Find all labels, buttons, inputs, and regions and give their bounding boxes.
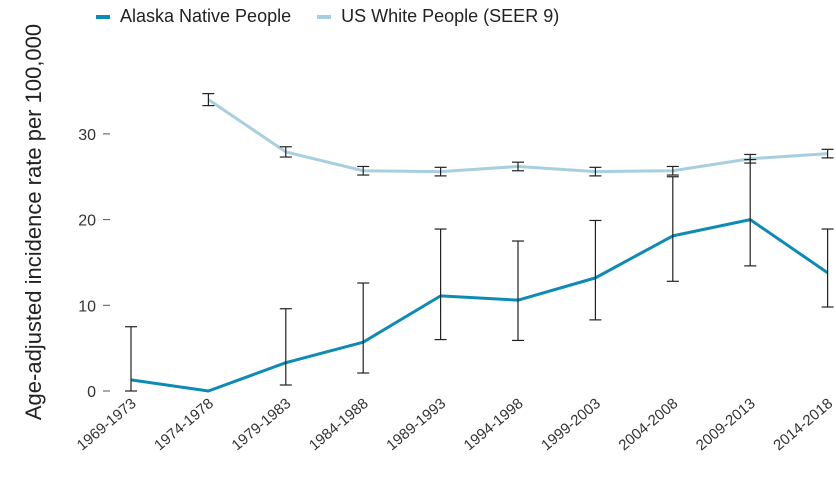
y-tick-label: 20 <box>78 213 96 230</box>
x-tick-label: 1979-1983 <box>228 395 294 454</box>
x-tick-label: 1974-1978 <box>151 395 217 454</box>
x-tick-label: 2009-2013 <box>693 395 759 454</box>
x-tick-label: 1994-1998 <box>461 395 527 454</box>
y-tick-label: 0 <box>87 384 96 401</box>
x-tick-label: 2004-2008 <box>615 395 681 454</box>
x-tick-label: 1969-1973 <box>74 395 140 454</box>
series-line-us-white <box>208 100 827 172</box>
x-tick-label: 1999-2003 <box>538 395 604 454</box>
x-tick-label: 2014-2018 <box>770 395 836 454</box>
x-tick-label: 1984-1988 <box>306 395 372 454</box>
y-tick-label: 30 <box>78 127 96 144</box>
series-line-alaska-native <box>131 220 828 391</box>
x-tick-label: 1989-1993 <box>383 395 449 454</box>
y-tick-label: 10 <box>78 298 96 315</box>
